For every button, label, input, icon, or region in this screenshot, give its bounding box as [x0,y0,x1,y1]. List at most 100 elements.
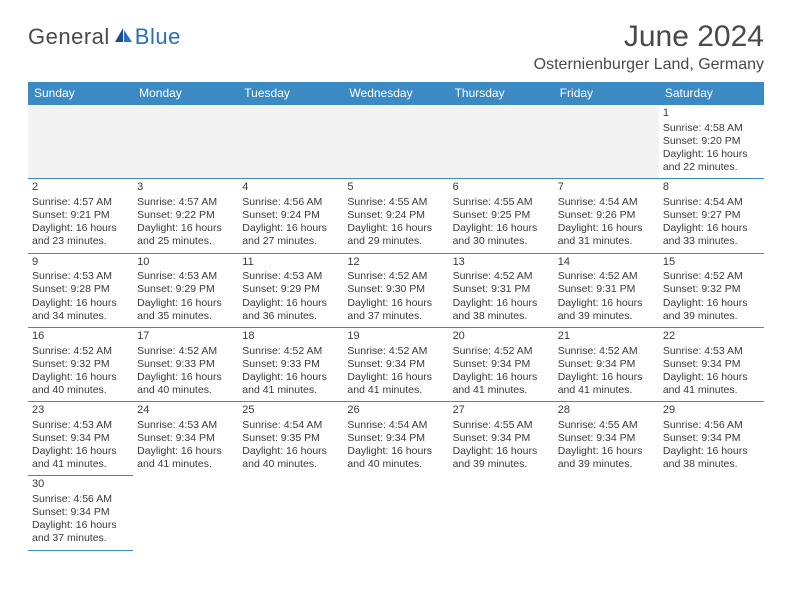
calendar-cell: 13Sunrise: 4:52 AMSunset: 9:31 PMDayligh… [449,253,554,327]
calendar-cell: 4Sunrise: 4:56 AMSunset: 9:24 PMDaylight… [238,179,343,253]
daylight-text: Daylight: 16 hours and 39 minutes. [558,445,655,471]
sunrise-text: Sunrise: 4:52 AM [453,270,550,283]
calendar-cell: 23Sunrise: 4:53 AMSunset: 9:34 PMDayligh… [28,402,133,476]
sunrise-text: Sunrise: 4:52 AM [663,270,760,283]
sunrise-text: Sunrise: 4:57 AM [137,196,234,209]
sunrise-text: Sunrise: 4:53 AM [32,270,129,283]
header: General Blue June 2024 Osternienburger L… [28,20,764,74]
calendar-cell [28,105,133,179]
calendar-week-row: 9Sunrise: 4:53 AMSunset: 9:28 PMDaylight… [28,253,764,327]
daylight-text: Daylight: 16 hours and 29 minutes. [347,222,444,248]
sunrise-text: Sunrise: 4:52 AM [32,345,129,358]
sunset-text: Sunset: 9:34 PM [137,432,234,445]
day-number: 20 [453,330,550,344]
day-number: 11 [242,256,339,270]
day-number: 22 [663,330,760,344]
day-number: 16 [32,330,129,344]
sunrise-text: Sunrise: 4:56 AM [32,493,129,506]
day-header: Wednesday [343,82,448,105]
sunset-text: Sunset: 9:34 PM [663,358,760,371]
calendar-cell: 9Sunrise: 4:53 AMSunset: 9:28 PMDaylight… [28,253,133,327]
daylight-text: Daylight: 16 hours and 38 minutes. [453,297,550,323]
calendar-cell: 6Sunrise: 4:55 AMSunset: 9:25 PMDaylight… [449,179,554,253]
day-number: 13 [453,256,550,270]
calendar-cell: 16Sunrise: 4:52 AMSunset: 9:32 PMDayligh… [28,327,133,401]
calendar-cell: 1Sunrise: 4:58 AMSunset: 9:20 PMDaylight… [659,105,764,179]
calendar-cell [449,105,554,179]
day-number: 9 [32,256,129,270]
sunset-text: Sunset: 9:22 PM [137,209,234,222]
sunset-text: Sunset: 9:26 PM [558,209,655,222]
sunrise-text: Sunrise: 4:53 AM [137,270,234,283]
calendar-cell [238,476,343,550]
calendar-week-row: 23Sunrise: 4:53 AMSunset: 9:34 PMDayligh… [28,402,764,476]
sunset-text: Sunset: 9:34 PM [453,432,550,445]
sunset-text: Sunset: 9:34 PM [663,432,760,445]
sunrise-text: Sunrise: 4:53 AM [663,345,760,358]
sunrise-text: Sunrise: 4:54 AM [347,419,444,432]
sunrise-text: Sunrise: 4:53 AM [137,419,234,432]
sunrise-text: Sunrise: 4:52 AM [137,345,234,358]
day-number: 21 [558,330,655,344]
calendar-cell: 17Sunrise: 4:52 AMSunset: 9:33 PMDayligh… [133,327,238,401]
calendar-cell: 28Sunrise: 4:55 AMSunset: 9:34 PMDayligh… [554,402,659,476]
logo: General Blue [28,24,181,50]
sunset-text: Sunset: 9:33 PM [137,358,234,371]
calendar-cell [554,476,659,550]
daylight-text: Daylight: 16 hours and 41 minutes. [242,371,339,397]
sunset-text: Sunset: 9:34 PM [347,432,444,445]
sunrise-text: Sunrise: 4:52 AM [347,345,444,358]
daylight-text: Daylight: 16 hours and 36 minutes. [242,297,339,323]
calendar-cell [238,105,343,179]
calendar-cell: 10Sunrise: 4:53 AMSunset: 9:29 PMDayligh… [133,253,238,327]
sunset-text: Sunset: 9:28 PM [32,283,129,296]
calendar-week-row: 2Sunrise: 4:57 AMSunset: 9:21 PMDaylight… [28,179,764,253]
daylight-text: Daylight: 16 hours and 41 minutes. [137,445,234,471]
sunrise-text: Sunrise: 4:54 AM [558,196,655,209]
sunset-text: Sunset: 9:34 PM [32,506,129,519]
daylight-text: Daylight: 16 hours and 33 minutes. [663,222,760,248]
calendar-week-row: 16Sunrise: 4:52 AMSunset: 9:32 PMDayligh… [28,327,764,401]
sunrise-text: Sunrise: 4:55 AM [453,419,550,432]
sunrise-text: Sunrise: 4:52 AM [347,270,444,283]
daylight-text: Daylight: 16 hours and 23 minutes. [32,222,129,248]
day-header: Monday [133,82,238,105]
daylight-text: Daylight: 16 hours and 39 minutes. [558,297,655,323]
sunset-text: Sunset: 9:29 PM [137,283,234,296]
sunrise-text: Sunrise: 4:53 AM [32,419,129,432]
daylight-text: Daylight: 16 hours and 37 minutes. [347,297,444,323]
calendar-week-row: 30Sunrise: 4:56 AMSunset: 9:34 PMDayligh… [28,476,764,550]
calendar-cell: 7Sunrise: 4:54 AMSunset: 9:26 PMDaylight… [554,179,659,253]
day-number: 5 [347,181,444,195]
daylight-text: Daylight: 16 hours and 30 minutes. [453,222,550,248]
sunset-text: Sunset: 9:24 PM [242,209,339,222]
sunset-text: Sunset: 9:34 PM [453,358,550,371]
sunset-text: Sunset: 9:20 PM [663,135,760,148]
sunrise-text: Sunrise: 4:52 AM [558,345,655,358]
day-number: 7 [558,181,655,195]
logo-sail-icon [113,26,133,49]
calendar-cell: 26Sunrise: 4:54 AMSunset: 9:34 PMDayligh… [343,402,448,476]
calendar-cell: 25Sunrise: 4:54 AMSunset: 9:35 PMDayligh… [238,402,343,476]
day-number: 8 [663,181,760,195]
day-number: 27 [453,404,550,418]
calendar-cell: 5Sunrise: 4:55 AMSunset: 9:24 PMDaylight… [343,179,448,253]
calendar-cell: 8Sunrise: 4:54 AMSunset: 9:27 PMDaylight… [659,179,764,253]
location: Osternienburger Land, Germany [534,56,764,74]
daylight-text: Daylight: 16 hours and 41 minutes. [32,445,129,471]
daylight-text: Daylight: 16 hours and 39 minutes. [663,297,760,323]
title-block: June 2024 Osternienburger Land, Germany [534,20,764,74]
calendar-cell: 18Sunrise: 4:52 AMSunset: 9:33 PMDayligh… [238,327,343,401]
sunrise-text: Sunrise: 4:52 AM [242,345,339,358]
daylight-text: Daylight: 16 hours and 38 minutes. [663,445,760,471]
daylight-text: Daylight: 16 hours and 41 minutes. [558,371,655,397]
calendar-cell: 15Sunrise: 4:52 AMSunset: 9:32 PMDayligh… [659,253,764,327]
sunrise-text: Sunrise: 4:55 AM [558,419,655,432]
sunrise-text: Sunrise: 4:56 AM [242,196,339,209]
calendar-cell: 3Sunrise: 4:57 AMSunset: 9:22 PMDaylight… [133,179,238,253]
sunset-text: Sunset: 9:21 PM [32,209,129,222]
day-number: 23 [32,404,129,418]
day-header: Saturday [659,82,764,105]
calendar-cell [133,476,238,550]
sunset-text: Sunset: 9:31 PM [453,283,550,296]
